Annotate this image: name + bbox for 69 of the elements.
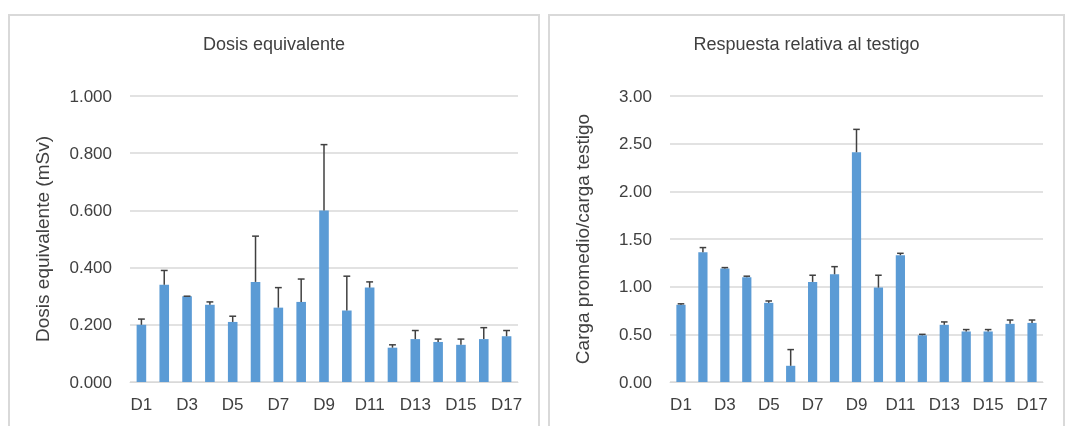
bar bbox=[939, 324, 949, 382]
bar bbox=[205, 304, 215, 382]
chart-title: Dosis equivalente bbox=[202, 34, 346, 54]
bar bbox=[698, 252, 708, 382]
x-tick-label: D1 bbox=[670, 395, 692, 414]
bar bbox=[501, 336, 512, 382]
y-tick-label: 3.00 bbox=[618, 86, 652, 106]
bar bbox=[983, 331, 993, 382]
x-tick-label: D1 bbox=[130, 395, 153, 414]
y-tick-label: 1.50 bbox=[618, 229, 652, 249]
bar bbox=[319, 210, 329, 382]
y-tick-label: 1.000 bbox=[69, 86, 112, 106]
x-tick-label: D17 bbox=[490, 395, 523, 414]
x-tick-label: D9 bbox=[313, 395, 335, 414]
x-tick-label: D11 bbox=[354, 395, 385, 414]
bar bbox=[364, 287, 375, 382]
bar bbox=[1027, 322, 1037, 382]
bar bbox=[764, 302, 774, 382]
bar bbox=[227, 321, 238, 382]
x-tick-label: D3 bbox=[713, 395, 736, 414]
y-tick-label: 1.00 bbox=[618, 277, 652, 297]
bar bbox=[676, 304, 686, 382]
bar bbox=[742, 277, 752, 382]
bar bbox=[917, 335, 927, 382]
y-tick-label: 0.00 bbox=[618, 372, 652, 392]
x-tick-label: D17 bbox=[1016, 395, 1048, 414]
bar bbox=[136, 324, 147, 382]
bar bbox=[182, 296, 192, 382]
y-tick-label: 2.00 bbox=[618, 181, 652, 201]
bar bbox=[895, 255, 905, 382]
bar bbox=[250, 281, 261, 382]
x-tick-label: D13 bbox=[928, 395, 960, 414]
y-axis-title: Carga promedio/carga testigo bbox=[572, 113, 593, 365]
bar bbox=[159, 284, 170, 382]
bar bbox=[478, 339, 489, 382]
y-axis-title: Dosis equivalente (mSv) bbox=[32, 136, 53, 342]
x-tick-label: D9 bbox=[845, 395, 868, 414]
y-tick-label: 0.50 bbox=[618, 324, 652, 344]
x-tick-label: D13 bbox=[399, 395, 431, 414]
x-tick-label: D3 bbox=[176, 395, 198, 414]
y-tick-label: 0.600 bbox=[69, 200, 112, 220]
x-tick-label: D15 bbox=[445, 395, 477, 414]
x-tick-label: D5 bbox=[221, 395, 244, 414]
x-tick-label: D7 bbox=[267, 395, 290, 414]
y-tick-label: 2.50 bbox=[618, 134, 652, 154]
bar bbox=[829, 274, 840, 382]
bar bbox=[720, 268, 730, 382]
y-tick-label: 0.000 bbox=[69, 372, 112, 392]
bar bbox=[808, 281, 818, 382]
x-tick-label: D5 bbox=[757, 395, 780, 414]
bar bbox=[1005, 323, 1015, 382]
bar bbox=[456, 344, 466, 382]
chart-title: Respuesta relativa al testigo bbox=[693, 34, 920, 54]
bar bbox=[961, 331, 971, 382]
y-tick-label: 0.200 bbox=[69, 315, 112, 335]
bar bbox=[387, 347, 398, 382]
y-tick-label: 0.800 bbox=[69, 143, 112, 163]
bar bbox=[273, 307, 284, 382]
x-tick-label: D15 bbox=[972, 395, 1004, 414]
bar bbox=[873, 287, 884, 382]
x-tick-label: D7 bbox=[801, 395, 824, 414]
bar bbox=[296, 301, 306, 382]
bar bbox=[342, 310, 352, 382]
bar bbox=[851, 152, 862, 382]
x-tick-label: D11 bbox=[885, 395, 916, 414]
bar bbox=[410, 339, 421, 382]
bar bbox=[433, 341, 443, 382]
y-tick-label: 0.400 bbox=[69, 258, 112, 278]
bar bbox=[786, 365, 796, 382]
